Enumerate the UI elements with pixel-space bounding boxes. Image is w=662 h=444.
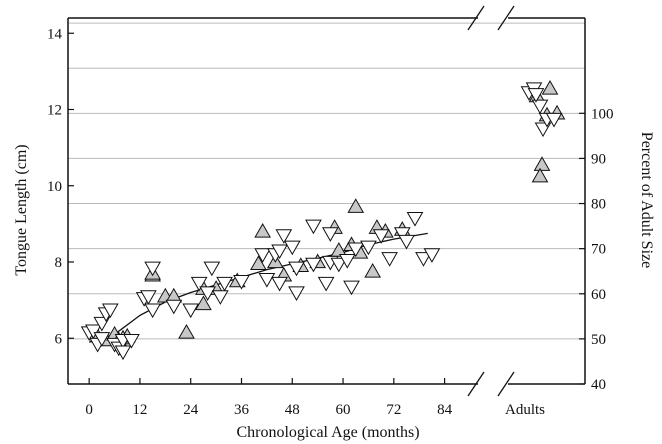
- data-point-down: [271, 276, 288, 292]
- data-point-down: [199, 286, 217, 302]
- y-tick-label-left: 10: [47, 179, 62, 195]
- data-point-down: [211, 290, 229, 305]
- data-point-down: [343, 280, 360, 296]
- data-point-down: [527, 88, 545, 103]
- data-point-down: [360, 240, 377, 256]
- axis-break-mark: [467, 5, 485, 31]
- y-tick-label-right: 90: [591, 151, 606, 167]
- data-point-down: [101, 303, 119, 319]
- data-point-down: [423, 248, 441, 263]
- data-point-down: [182, 303, 200, 319]
- data-point-down: [381, 252, 398, 267]
- axis-break-mark: [467, 371, 485, 397]
- data-point-down: [372, 229, 390, 244]
- data-point-down: [531, 99, 549, 115]
- data-point-down: [415, 252, 432, 267]
- data-point-down: [123, 334, 140, 349]
- x-tick-label: 60: [336, 402, 351, 418]
- tick-labels: 6 8 10 12 14 40 50 60 70 80 90 100 0 12 24 36 48 60 72 84: [47, 26, 614, 418]
- y-tick-label-right: 50: [591, 332, 606, 348]
- data-point-down: [545, 112, 563, 128]
- x-tick-label: 48: [285, 402, 300, 418]
- y-tick-label-right: 70: [591, 242, 606, 258]
- data-point-down: [93, 332, 111, 347]
- x-break-label: Adults: [505, 402, 545, 418]
- data-points: [80, 80, 566, 361]
- y-tick-label-right: 100: [591, 106, 614, 122]
- data-point-up: [541, 80, 559, 95]
- data-point-down: [258, 273, 276, 288]
- data-point-down: [144, 303, 161, 319]
- data-point-down: [406, 212, 424, 227]
- data-point-down: [305, 219, 322, 235]
- data-point-down: [144, 261, 161, 277]
- data-point-down: [233, 274, 250, 290]
- data-point-up: [195, 295, 212, 311]
- data-point-down: [347, 242, 365, 258]
- data-point-down: [321, 227, 339, 242]
- x-tick-label: 24: [183, 402, 199, 418]
- x-tick-label: 36: [234, 402, 250, 418]
- y-axis-title-left: Tongue Length (cm): [13, 144, 30, 275]
- data-point-up: [531, 167, 549, 183]
- data-point-down: [190, 276, 208, 292]
- y-tick-label-left: 14: [47, 26, 63, 42]
- data-point-up: [330, 242, 348, 257]
- data-point-down: [288, 261, 305, 277]
- data-point-down: [85, 324, 102, 340]
- data-point-down: [275, 229, 293, 244]
- data-point-down: [165, 299, 183, 315]
- data-point-down: [330, 257, 348, 273]
- x-tick-label: 72: [386, 402, 401, 418]
- x-tick-label: 12: [132, 402, 147, 418]
- axes: [67, 5, 586, 397]
- data-point-up: [254, 222, 272, 238]
- data-point-down: [216, 276, 233, 292]
- data-point-down: [140, 290, 157, 305]
- data-point-down: [398, 234, 415, 250]
- data-point-down: [254, 248, 272, 263]
- data-point-up: [347, 198, 365, 213]
- data-point-down: [283, 240, 301, 256]
- x-tick-label: 84: [437, 402, 453, 418]
- data-point-down: [393, 227, 411, 242]
- y-tick-label-left: 8: [55, 255, 63, 271]
- data-point-down: [203, 261, 221, 277]
- axis-break-mark: [497, 5, 515, 31]
- y-axis-title-right: Percent of Adult Size: [638, 132, 655, 268]
- data-point-up: [533, 156, 551, 171]
- data-point-up: [364, 263, 382, 278]
- data-point-up: [250, 255, 267, 271]
- data-point-down: [288, 286, 305, 302]
- data-point-down: [338, 253, 356, 269]
- x-tick-label: 0: [85, 402, 93, 418]
- data-point-down: [271, 244, 288, 260]
- data-point-up: [178, 324, 195, 339]
- y-tick-label-left: 12: [47, 103, 62, 119]
- y-tick-label-right: 60: [591, 287, 606, 303]
- data-point-down: [114, 345, 132, 361]
- axis-break-mark: [497, 371, 515, 397]
- y-tick-label-right: 40: [591, 377, 606, 393]
- y-tick-label-right: 80: [591, 197, 606, 213]
- data-point-down: [305, 257, 322, 273]
- y-tick-label-left: 6: [55, 331, 63, 347]
- data-point-down: [317, 276, 335, 292]
- x-axis-title: Chronological Age (months): [236, 424, 419, 441]
